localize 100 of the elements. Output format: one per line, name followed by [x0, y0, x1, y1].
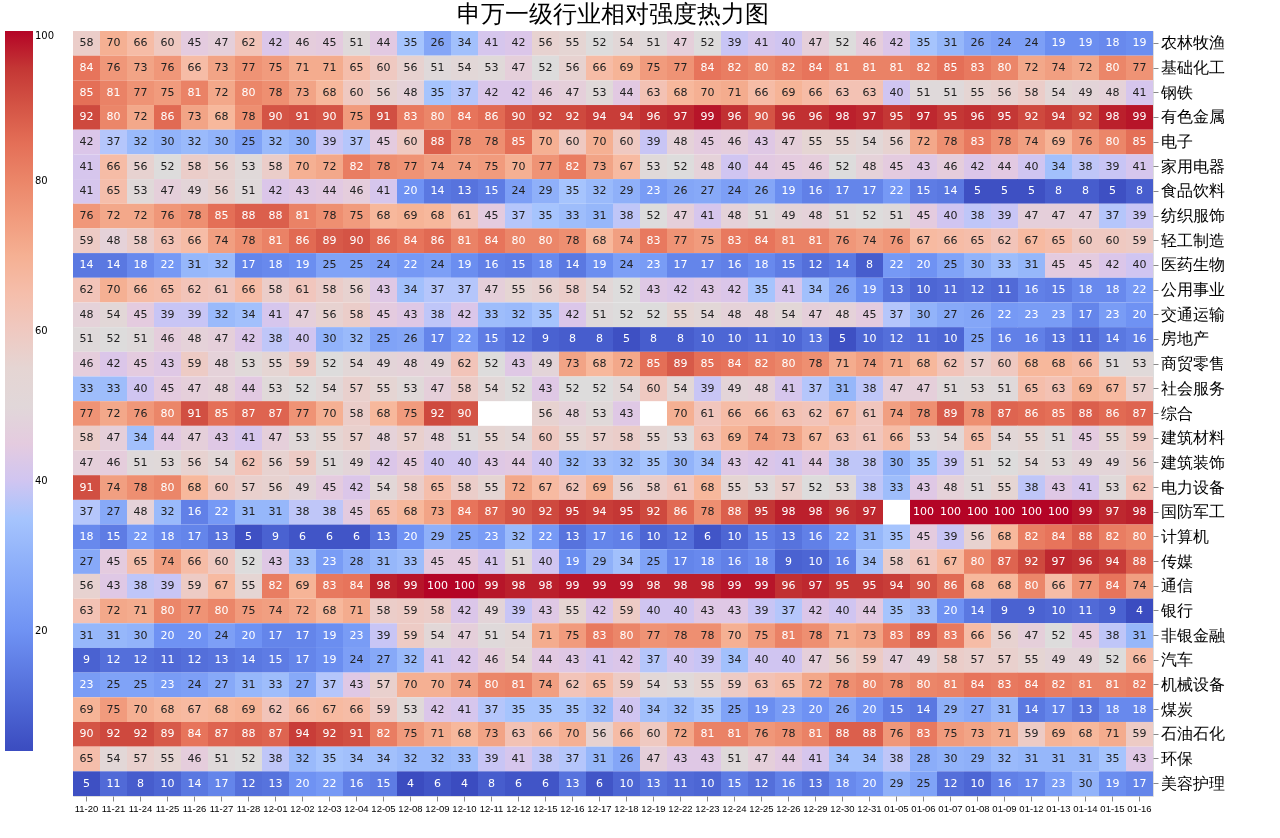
data-label: 42: [970, 159, 985, 173]
data-label: 45: [376, 135, 391, 149]
data-label: 90: [916, 579, 931, 593]
data-label: 48: [700, 159, 715, 173]
data-label: 99: [727, 579, 742, 593]
data-label: 62: [565, 480, 580, 494]
data-label: 44: [511, 455, 526, 469]
data-label: 52: [592, 381, 607, 395]
data-label: 52: [160, 159, 175, 173]
data-label: 81: [1078, 677, 1093, 691]
data-label: 61: [457, 209, 472, 223]
data-label: 75: [403, 406, 418, 420]
data-label: 48: [862, 159, 877, 173]
data-label: 6: [434, 776, 441, 790]
data-label: 4: [461, 776, 468, 790]
data-label: 78: [970, 406, 985, 420]
data-label: 83: [970, 135, 985, 149]
x-tick-label: 12-22: [668, 802, 693, 814]
data-label: 30: [133, 628, 148, 642]
data-label: 51: [592, 307, 607, 321]
data-label: 53: [970, 381, 985, 395]
data-label: 81: [457, 233, 472, 247]
data-label: 41: [484, 554, 499, 568]
data-label: 72: [1024, 61, 1039, 75]
data-label: 68: [376, 406, 391, 420]
data-label: 34: [457, 36, 472, 50]
data-label: 41: [376, 184, 391, 198]
data-label: 4: [407, 776, 414, 790]
data-label: 77: [538, 159, 553, 173]
data-label: 38: [1105, 628, 1120, 642]
data-label: 80: [511, 233, 526, 247]
data-label: 71: [997, 727, 1012, 741]
data-label: 39: [997, 209, 1012, 223]
data-label: 13: [646, 776, 661, 790]
data-label: 56: [889, 135, 904, 149]
data-label: 24: [187, 677, 202, 691]
data-label: 33: [79, 381, 94, 395]
data-label: 16: [727, 554, 742, 568]
data-label: 22: [457, 332, 472, 346]
data-label: 15: [916, 184, 931, 198]
data-label: 41: [781, 381, 796, 395]
data-label: 55: [808, 135, 823, 149]
data-label: 20: [241, 628, 256, 642]
data-label: 74: [214, 233, 229, 247]
data-label: 47: [916, 381, 931, 395]
data-label: 51: [79, 332, 94, 346]
data-label: 80: [619, 628, 634, 642]
data-label: 94: [592, 505, 607, 519]
data-label: 31: [106, 628, 121, 642]
data-label: 43: [376, 283, 391, 297]
data-label: 84: [808, 61, 823, 75]
data-label: 42: [268, 184, 283, 198]
data-label: 47: [673, 36, 688, 50]
data-label: 37: [1105, 209, 1120, 223]
data-label: 54: [646, 677, 661, 691]
data-label: 42: [754, 455, 769, 469]
data-label: 19: [457, 258, 472, 272]
data-label: 45: [484, 209, 499, 223]
data-label: 65: [349, 61, 364, 75]
data-label: 60: [160, 36, 175, 50]
data-label: 27: [106, 505, 121, 519]
data-label: 41: [700, 209, 715, 223]
data-label: 56: [349, 283, 364, 297]
data-label: 4: [1136, 603, 1143, 617]
data-label: 47: [187, 381, 202, 395]
data-label: 69: [79, 702, 94, 716]
data-label: 42: [241, 332, 256, 346]
data-label: 54: [322, 381, 337, 395]
data-label: 77: [295, 406, 310, 420]
data-label: 92: [1024, 110, 1039, 124]
data-label: 47: [160, 184, 175, 198]
data-label: 92: [430, 406, 445, 420]
data-label: 69: [241, 702, 256, 716]
x-tick-label: 12-23: [695, 802, 720, 814]
data-label: 10: [916, 283, 931, 297]
data-label: 82: [1105, 529, 1120, 543]
data-label: 63: [700, 431, 715, 445]
data-label: 67: [214, 579, 229, 593]
data-label: 56: [187, 455, 202, 469]
data-label: 66: [619, 727, 634, 741]
data-label: 49: [295, 480, 310, 494]
data-label: 69: [403, 209, 418, 223]
data-label: 71: [133, 603, 148, 617]
data-label: 15: [376, 776, 391, 790]
data-label: 52: [862, 209, 877, 223]
data-label: 13: [214, 653, 229, 667]
data-label: 90: [79, 727, 94, 741]
data-label: 72: [295, 603, 310, 617]
data-label: 35: [565, 702, 580, 716]
data-label: 74: [889, 406, 904, 420]
data-label: 84: [1024, 677, 1039, 691]
data-label: 12: [673, 529, 688, 543]
data-label: 11: [916, 332, 931, 346]
data-label: 47: [781, 135, 796, 149]
data-label: 34: [403, 283, 418, 297]
data-label: 53: [1132, 357, 1147, 371]
data-label: 52: [565, 381, 580, 395]
data-label: 26: [673, 184, 688, 198]
data-label: 68: [673, 85, 688, 99]
data-label: 23: [1105, 307, 1120, 321]
